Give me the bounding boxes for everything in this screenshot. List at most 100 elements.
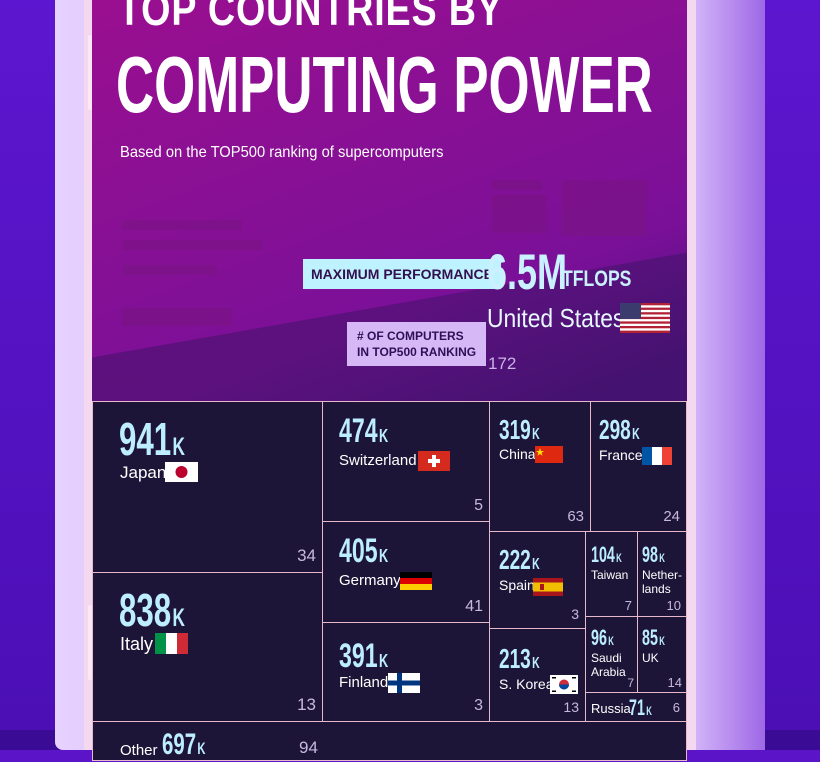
treemap-cell-uk: 85K UK 14 (637, 616, 687, 693)
china-value: 319K (499, 414, 540, 446)
italy-value-unit: K (172, 604, 185, 632)
china-value-unit: K (532, 426, 540, 443)
france-value-number: 298 (599, 414, 631, 445)
germany-value-unit: K (378, 545, 389, 566)
south-korea-count: 13 (563, 699, 579, 715)
uk-count: 14 (667, 675, 682, 690)
russia-value-unit: K (646, 704, 652, 718)
spain-count: 3 (571, 606, 579, 622)
treemap-cell-germany: 405K Germany 41 (322, 521, 490, 623)
other-value: 697K (162, 728, 206, 762)
germany-label: Germany (339, 572, 401, 589)
treemap-cell-france: 298K France 24 (590, 401, 687, 532)
spain-value-number: 222 (499, 544, 531, 575)
south-korea-label: S. Korea (499, 676, 554, 692)
france-count: 24 (663, 508, 680, 525)
treemap-cell-south-korea: 213K S. Korea 13 (489, 628, 586, 722)
uk-value-number: 85 (642, 625, 658, 650)
switzerland-value-unit: K (378, 425, 389, 446)
decor-bar (122, 240, 262, 250)
finland-value-number: 391 (339, 637, 378, 675)
netherlands-count: 10 (666, 598, 681, 613)
other-label: Other (120, 742, 158, 759)
us-country-name: United States (487, 303, 625, 333)
netherlands-value: 98K (642, 542, 665, 568)
russia-value-number: 71 (629, 695, 645, 720)
subtitle: Based on the TOP500 ranking of supercomp… (120, 144, 444, 161)
taiwan-count: 7 (624, 598, 632, 613)
russia-value: 71K (629, 695, 652, 721)
switzerland-value: 474K (339, 412, 388, 451)
japan-flag-icon (165, 462, 198, 482)
germany-value: 405K (339, 532, 388, 571)
china-value-number: 319 (499, 414, 531, 445)
saudi-arabia-value: 96K (591, 625, 614, 651)
japan-label: Japan (120, 463, 167, 482)
uk-value-unit: K (659, 634, 665, 648)
treemap-cell-finland: 391K Finland 3 (322, 622, 490, 722)
france-label: France (599, 447, 643, 463)
saudi-arabia-count: 7 (627, 676, 634, 690)
italy-count: 13 (297, 695, 316, 714)
switzerland-count: 5 (474, 497, 483, 514)
germany-value-number: 405 (339, 532, 378, 570)
frame-slot-bottom (88, 605, 95, 680)
italy-label: Italy (120, 634, 154, 654)
switzerland-label: Switzerland (339, 452, 417, 469)
italy-value-number: 838 (119, 584, 172, 636)
taiwan-value-unit: K (616, 551, 622, 565)
china-flag-icon (535, 446, 563, 463)
treemap-cell-switzerland: 474K Switzerland 5 (322, 401, 490, 522)
treemap-cell-taiwan: 104K Taiwan 7 (585, 531, 638, 617)
saudi-arabia-value-unit: K (608, 634, 614, 648)
treemap-cell-italy: 838K Italy 13 (92, 572, 323, 722)
saudi-arabia-label-line-2: Arabia (591, 665, 626, 679)
japan-value: 941K (119, 412, 185, 466)
computers-tag-line-2: IN TOP500 RANKING (357, 345, 477, 359)
treemap-cell-japan: 941K Japan 34 (92, 401, 323, 573)
netherlands-label-line-1: Nether- (642, 568, 683, 582)
spain-value: 222K (499, 544, 540, 576)
south-korea-value: 213K (499, 643, 540, 675)
computers-count-tag: # OF COMPUTERS IN TOP500 RANKING (347, 322, 487, 366)
japan-value-number: 941 (119, 413, 172, 465)
france-value: 298K (599, 414, 640, 446)
us-computers-count: 172 (488, 354, 517, 373)
treemap-cell-china: 319K China 63 (489, 401, 591, 532)
saudi-arabia-value-number: 96 (591, 625, 607, 650)
finland-label: Finland (339, 674, 389, 691)
germany-count: 41 (465, 598, 483, 615)
treemap-cell-russia: Russia 71K 6 (585, 692, 687, 722)
south-korea-value-number: 213 (499, 643, 531, 674)
saudi-arabia-label: Saudi Arabia (591, 651, 626, 679)
taiwan-label: Taiwan (591, 568, 629, 582)
netherlands-value-unit: K (659, 551, 665, 565)
decor-block (492, 195, 547, 233)
treemap-cell-other: Other 697K 94 (92, 721, 687, 761)
italy-flag-icon (155, 633, 188, 654)
us-performance-unit: TFLOPS (562, 266, 632, 291)
taiwan-value-number: 104 (591, 542, 615, 567)
treemap-cell-netherlands: 98K Nether- lands 10 (637, 531, 687, 617)
tower-side-panel (690, 0, 765, 750)
treemap-cell-spain: 222K Spain 3 (489, 531, 586, 629)
screen-shade (92, 205, 687, 405)
china-label: China (499, 446, 536, 462)
taiwan-value: 104K (591, 542, 622, 568)
title-line-2: COMPUTING POWER (116, 40, 653, 129)
other-value-number: 697 (162, 728, 197, 761)
switzerland-value-number: 474 (339, 412, 378, 450)
japan-count: 34 (297, 546, 316, 565)
south-korea-flag-icon (550, 675, 578, 694)
decor-bar (122, 308, 232, 326)
japan-value-unit: K (172, 433, 185, 461)
us-flag-icon (620, 303, 670, 333)
spain-flag-icon (533, 578, 563, 596)
russia-count: 6 (672, 700, 680, 715)
us-performance-value: 6.5M (487, 244, 568, 300)
finland-count: 3 (474, 697, 483, 714)
computers-tag-line-1: # OF COMPUTERS (357, 329, 464, 343)
spain-label: Spain (499, 577, 535, 593)
netherlands-value-number: 98 (642, 542, 658, 567)
decor-bar (122, 220, 242, 230)
